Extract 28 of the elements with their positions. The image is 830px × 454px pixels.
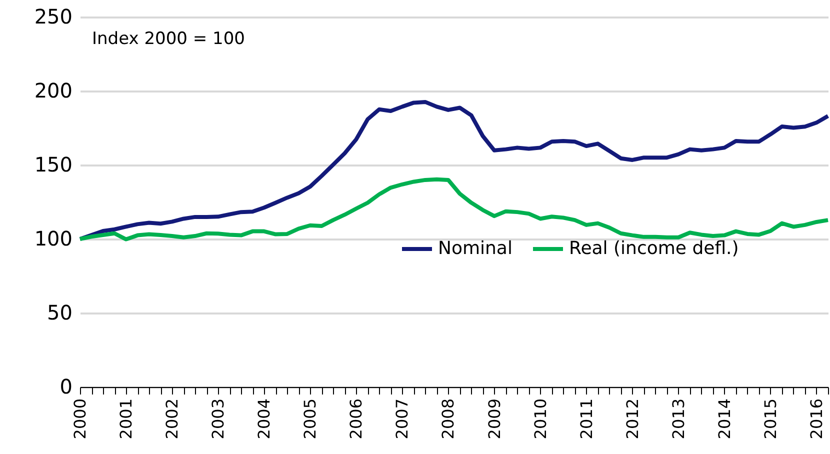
x-tick-label: 2007 [392, 398, 412, 440]
x-tick-label: 2005 [300, 398, 320, 440]
x-tick-label: 2015 [760, 398, 780, 440]
x-tick-label: 2001 [116, 398, 136, 440]
line-series [78, 100, 830, 241]
x-tick-label: 2000 [70, 398, 90, 440]
x-tick-label: 2016 [806, 398, 826, 440]
x-tick-label: 2006 [346, 398, 366, 440]
y-tick-label: 200 [34, 78, 72, 102]
y-tick-label: 250 [34, 4, 72, 28]
y-tick-label: 100 [34, 226, 72, 250]
x-tick-label: 2003 [208, 398, 228, 440]
x-tick-label: 2011 [576, 398, 596, 440]
x-tick-label: 2010 [530, 398, 550, 440]
x-tick-label: 2002 [162, 398, 182, 440]
line-series [78, 177, 830, 242]
x-tick-label: 2009 [484, 398, 504, 440]
y-tick-label: 150 [34, 152, 72, 176]
annotation: Index 2000 = 100 [92, 29, 245, 49]
y-tick-label: 50 [47, 300, 72, 324]
x-tick-label: 2013 [668, 398, 688, 440]
legend-label: Nominal [438, 238, 512, 259]
x-tick-label: 2014 [714, 398, 734, 440]
x-tick-label: 2012 [622, 398, 642, 440]
x-tick-label: 2004 [254, 398, 274, 440]
x-tick-label: 2008 [438, 398, 458, 440]
legend-label: Real (income defl.) [569, 238, 739, 259]
y-tick-label: 0 [60, 374, 72, 398]
